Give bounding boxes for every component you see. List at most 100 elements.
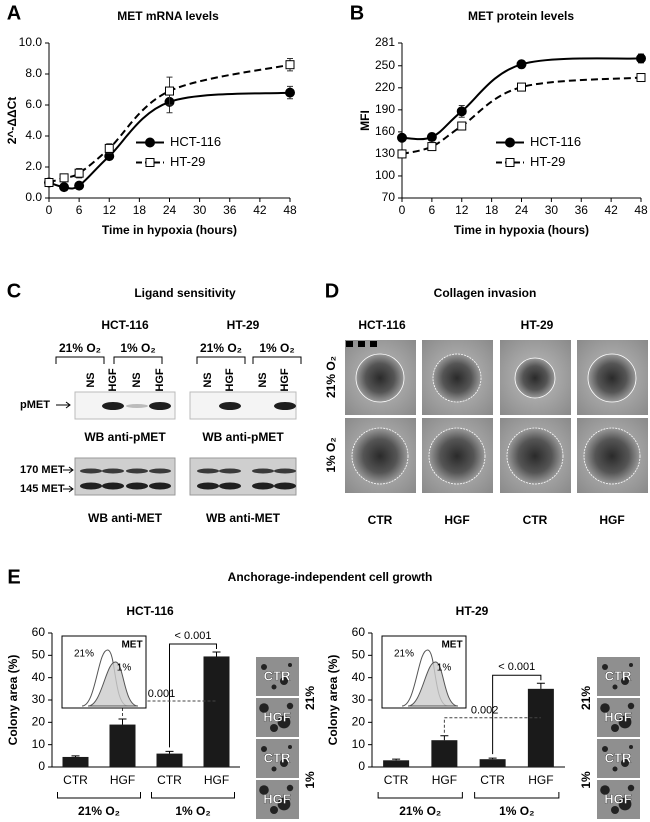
column-label: CTR — [523, 513, 548, 527]
spheroid — [428, 427, 486, 485]
y-axis-label: Colony area (%) — [6, 655, 20, 746]
scale-bar — [370, 341, 377, 347]
blot — [189, 457, 297, 496]
colony — [259, 703, 269, 713]
image-label: HGF — [604, 791, 632, 806]
y-axis-label: 2^-ΔΔCt — [5, 97, 19, 145]
arrow — [63, 485, 74, 493]
error-bar — [536, 682, 545, 689]
band — [126, 404, 148, 408]
row-label: 21% O₂ — [324, 356, 338, 398]
x-tick-label: 30 — [193, 203, 207, 217]
y-tick-label: 220 — [375, 80, 395, 94]
y-tick-label: 0 — [358, 759, 365, 773]
panel-title: Collagen invasion — [434, 286, 537, 300]
colony — [288, 745, 292, 749]
x-tick-label: 48 — [283, 203, 297, 217]
colony — [286, 784, 294, 792]
band-label: pMET — [20, 399, 50, 411]
x-tick-label: HGF — [432, 773, 457, 787]
cell-line: HT-29 — [521, 318, 554, 332]
x-tick-label: CTR — [384, 773, 409, 787]
error-bar — [440, 735, 449, 741]
oxygen-label: 1% O₂ — [120, 341, 155, 355]
legend-label: HCT-116 — [530, 134, 581, 149]
cell-line: HCT-116 — [358, 318, 406, 332]
legend-marker — [145, 137, 155, 148]
p-value: < 0.001 — [498, 661, 535, 673]
y-tick-label: 8.0 — [25, 66, 42, 80]
error-bar — [212, 651, 221, 657]
row-label: 1% O₂ — [324, 437, 338, 472]
bracket — [113, 356, 163, 364]
colony — [618, 715, 632, 729]
group-bracket — [474, 792, 560, 799]
y-tick-label: 250 — [375, 58, 395, 72]
image-group-label: 21% — [303, 686, 317, 710]
chart-title: HT-29 — [456, 604, 489, 618]
x-tick-label: HGF — [204, 773, 229, 787]
arrow — [63, 466, 74, 474]
band — [149, 482, 171, 490]
x-tick-label: 18 — [485, 203, 499, 217]
colony — [612, 684, 618, 690]
error-bar — [392, 758, 401, 761]
colony — [271, 766, 277, 772]
y-tick-label: 281 — [375, 35, 395, 49]
spheroid — [355, 353, 405, 403]
x-tick-label: 36 — [223, 203, 237, 217]
panel-letter: D — [325, 280, 339, 302]
y-tick-label: 30 — [32, 692, 46, 706]
band — [102, 468, 124, 474]
group-bracket — [57, 792, 141, 799]
series-line — [401, 57, 642, 141]
error-bar — [118, 718, 127, 725]
y-tick-label: 60 — [32, 625, 46, 639]
chart-title: HCT-116 — [126, 604, 174, 618]
x-tick-label: 0 — [46, 203, 53, 217]
column-label: HGF — [599, 513, 624, 527]
image-label: CTR — [264, 668, 291, 683]
x-tick-label: 24 — [163, 203, 177, 217]
y-tick-label: 130 — [375, 146, 395, 160]
marker — [285, 60, 295, 70]
colony — [618, 797, 632, 811]
legend-label: HCT-116 — [170, 134, 221, 149]
p-value: 0.002 — [471, 705, 499, 717]
y-tick-label: 10 — [352, 737, 366, 751]
oxygen-label: 21% O₂ — [200, 341, 242, 355]
marker — [59, 173, 69, 183]
marker — [457, 121, 467, 131]
x-tick-label: 6 — [76, 203, 83, 217]
image-label: HGF — [604, 709, 632, 724]
legend-label: HT-29 — [170, 154, 205, 169]
group-label: 1% O₂ — [175, 804, 210, 818]
x-tick-label: 24 — [515, 203, 529, 217]
band — [197, 468, 219, 474]
image-group-label: 1% — [579, 771, 593, 789]
panel-letter: E — [7, 566, 20, 588]
group-label: 21% O₂ — [78, 804, 120, 818]
bar — [479, 759, 506, 767]
lane-label: HGF — [279, 368, 291, 392]
cell-line: HT-29 — [227, 318, 260, 332]
y-tick-label: 160 — [375, 124, 395, 138]
colony — [288, 663, 292, 667]
band — [219, 482, 241, 490]
y-tick-label: 4.0 — [25, 128, 42, 142]
x-tick-label: 48 — [634, 203, 648, 217]
band — [274, 468, 296, 474]
scale-bar — [358, 341, 365, 347]
colony — [612, 766, 618, 772]
legend-marker — [505, 158, 515, 167]
blot-label: WB anti-MET — [206, 511, 281, 525]
panel-letter: A — [7, 2, 21, 24]
colony — [611, 724, 619, 732]
lane-label: HGF — [154, 368, 166, 392]
group-bracket — [377, 792, 463, 799]
y-tick-label: 100 — [375, 168, 395, 182]
image-label: HGF — [263, 709, 291, 724]
band — [126, 468, 148, 474]
colony — [271, 684, 277, 690]
band-label: 170 MET — [20, 464, 65, 476]
